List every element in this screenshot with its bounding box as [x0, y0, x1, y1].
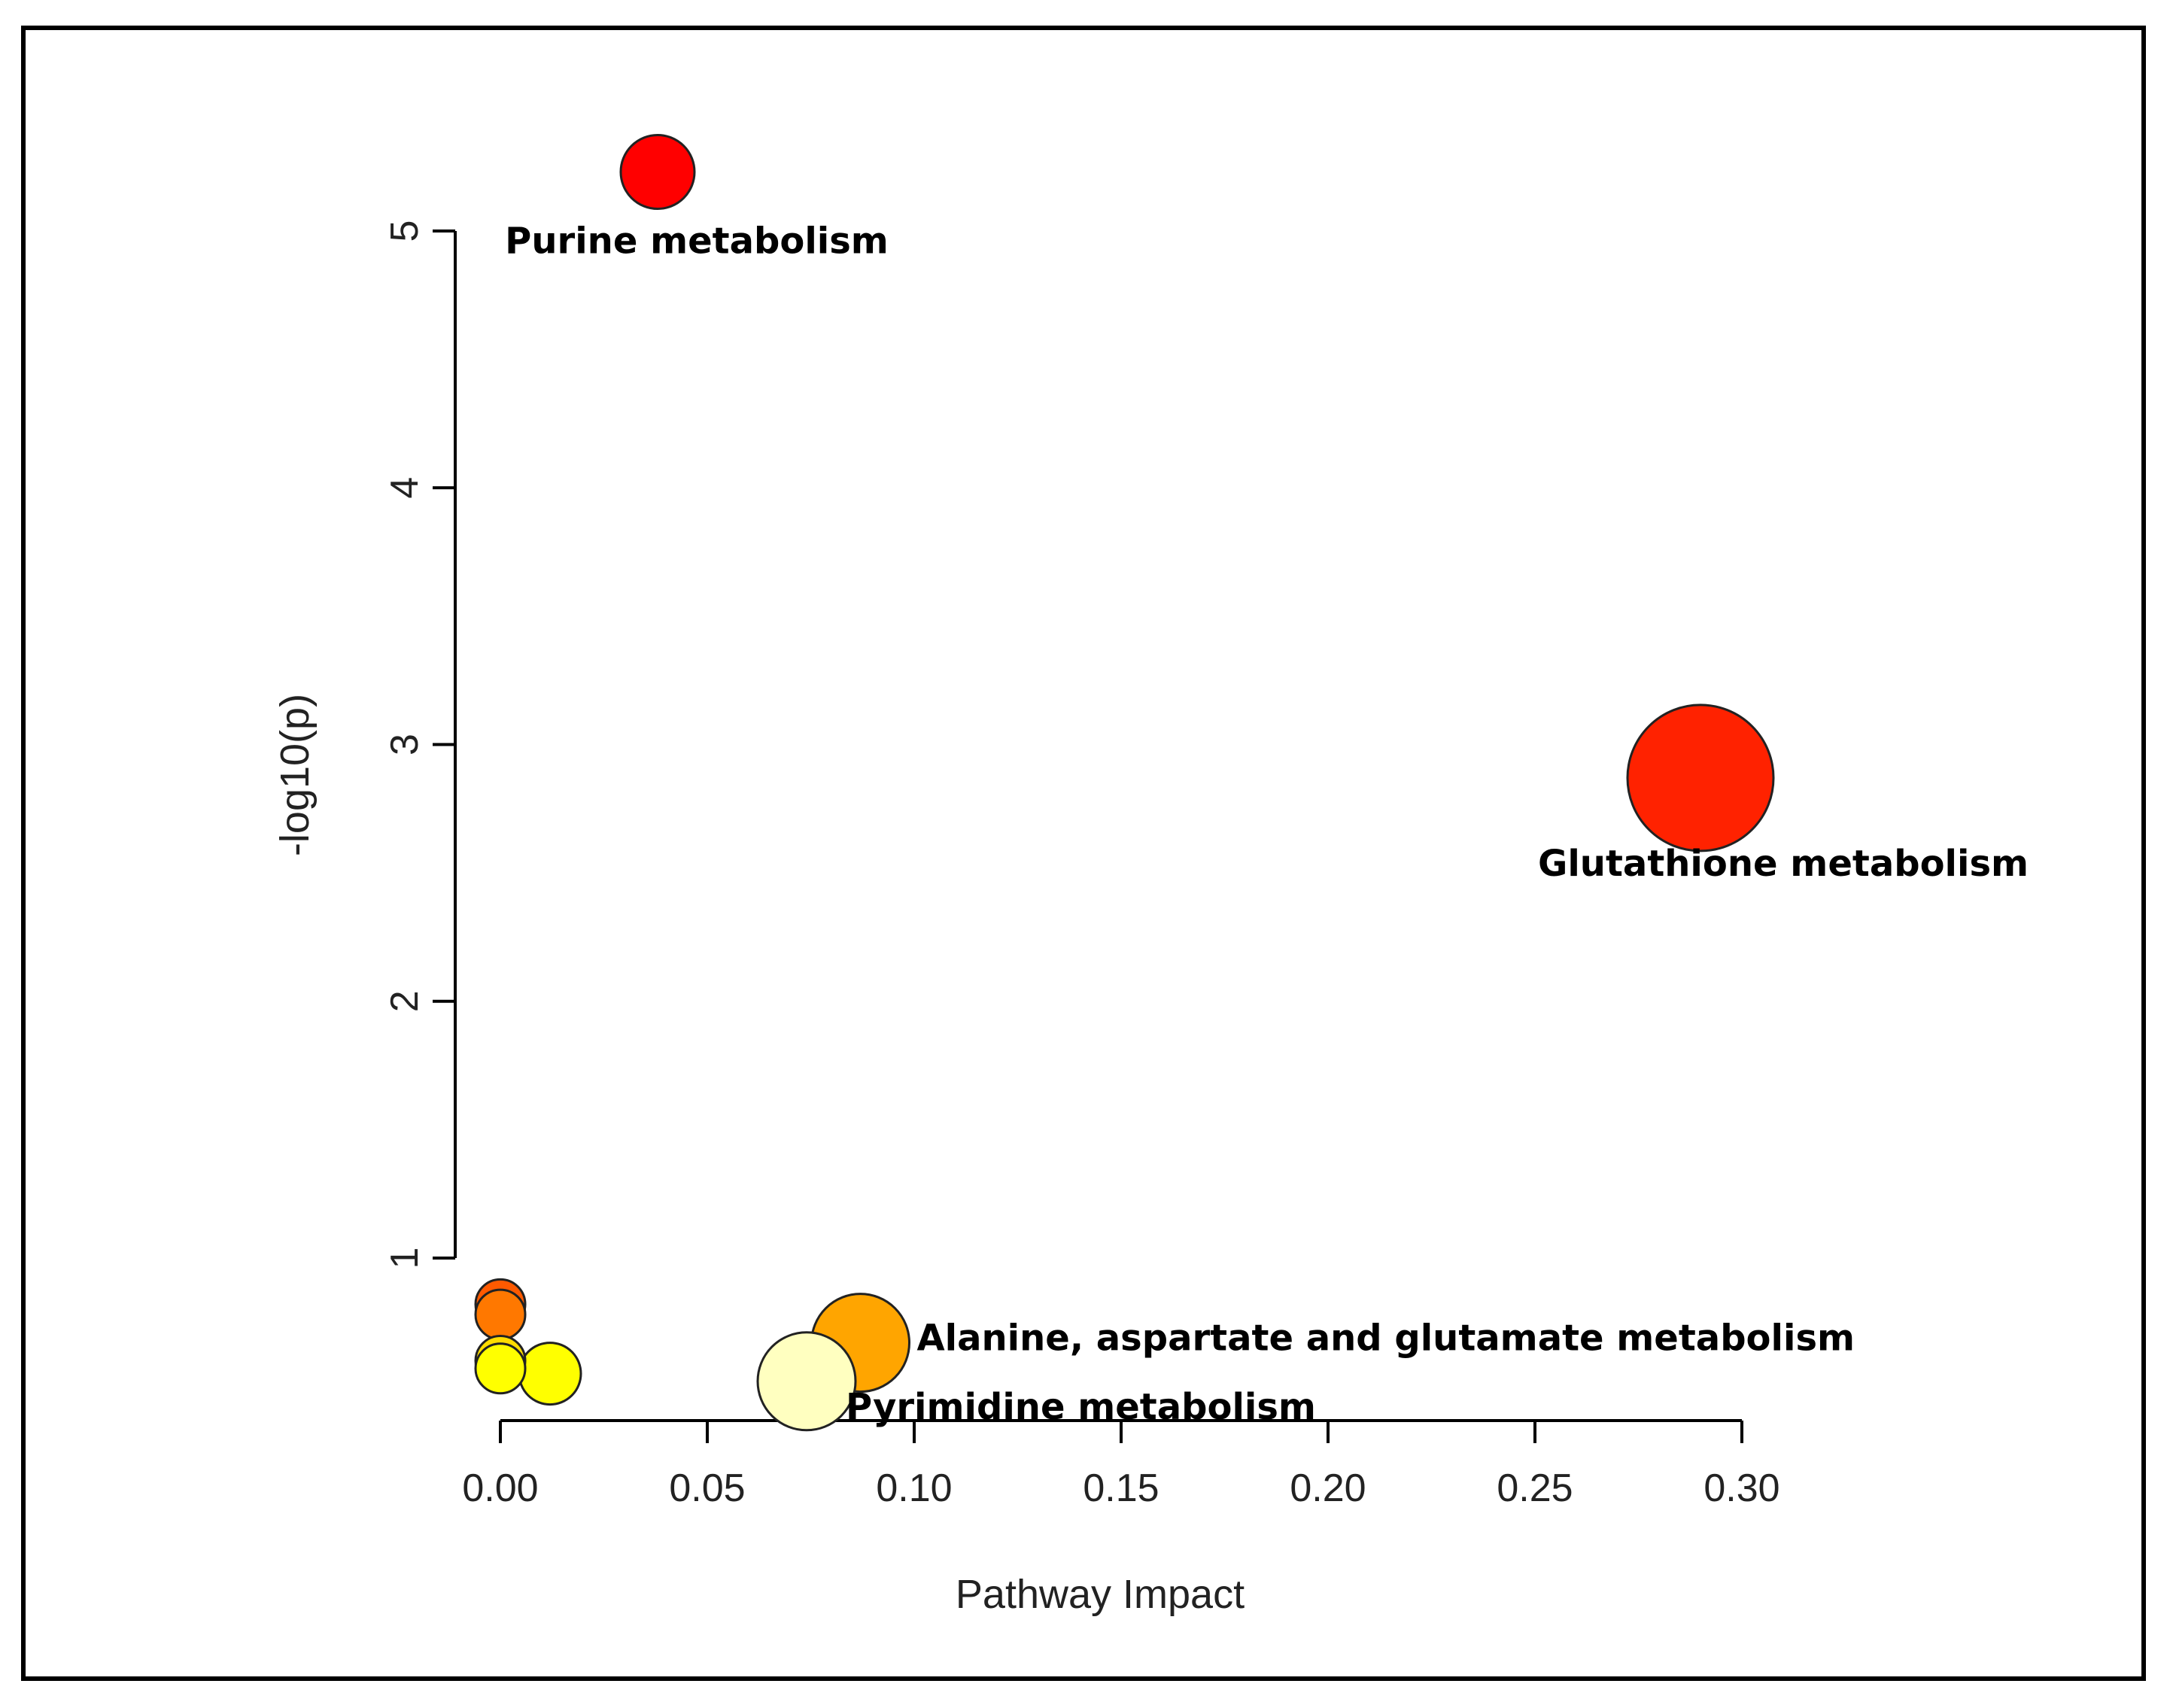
bubble-glutathione-metabolism [1626, 704, 1775, 852]
x-tick-label: 0.30 [1703, 1466, 1779, 1510]
axes: 1 2 3 4 5 0.00 0.05 0.10 0.15 0.20 0.25 0.30 [383, 220, 1780, 1510]
point-label: Purine metabolism [505, 220, 889, 263]
x-tick-label: 0.15 [1083, 1466, 1159, 1510]
bubbles [474, 134, 1775, 1432]
x-tick-label: 0.05 [669, 1466, 745, 1510]
x-tick-label: 0.00 [462, 1466, 538, 1510]
bubble-purine-metabolism [619, 134, 696, 211]
y-axis-title: -log10(p) [272, 694, 318, 856]
bubble-unlabeled-5 [518, 1342, 582, 1406]
bubble-unlabeled-4 [474, 1342, 527, 1395]
bubble-pyrimidine-metabolism [756, 1331, 857, 1432]
y-tick-label: 4 [383, 477, 427, 499]
y-tick-label: 1 [383, 1248, 427, 1269]
point-label: Pyrimidine metabolism [846, 1386, 1316, 1428]
point-label: Glutathione metabolism [1538, 843, 2029, 885]
y-tick-label: 3 [383, 734, 427, 755]
y-tick-label: 5 [383, 220, 427, 242]
bubble-unlabeled-2 [474, 1288, 527, 1341]
y-tick-label: 2 [383, 990, 427, 1012]
x-axis-title: Pathway Impact [956, 1572, 1245, 1617]
point-label: Alanine, aspartate and glutamate metabol… [917, 1317, 1855, 1360]
figure-frame [21, 26, 2146, 1681]
x-tick-label: 0.25 [1497, 1466, 1573, 1510]
x-tick-label: 0.20 [1290, 1466, 1366, 1510]
point-labels: Purine metabolism Glutathione metabolism A… [505, 220, 2029, 1428]
x-tick-label: 0.10 [876, 1466, 952, 1510]
